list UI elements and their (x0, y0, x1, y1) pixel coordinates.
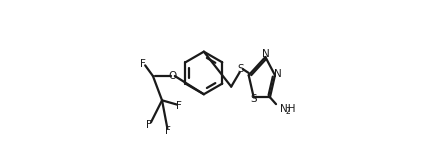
Text: F: F (140, 59, 146, 69)
Text: NH: NH (280, 104, 295, 114)
Text: N: N (274, 69, 282, 79)
Text: O: O (168, 71, 177, 81)
Text: N: N (261, 49, 269, 59)
Text: F: F (165, 126, 171, 136)
Text: S: S (251, 94, 257, 104)
Text: S: S (238, 64, 245, 74)
Text: F: F (176, 101, 182, 111)
Text: 2: 2 (286, 107, 290, 116)
Text: F: F (146, 120, 152, 130)
